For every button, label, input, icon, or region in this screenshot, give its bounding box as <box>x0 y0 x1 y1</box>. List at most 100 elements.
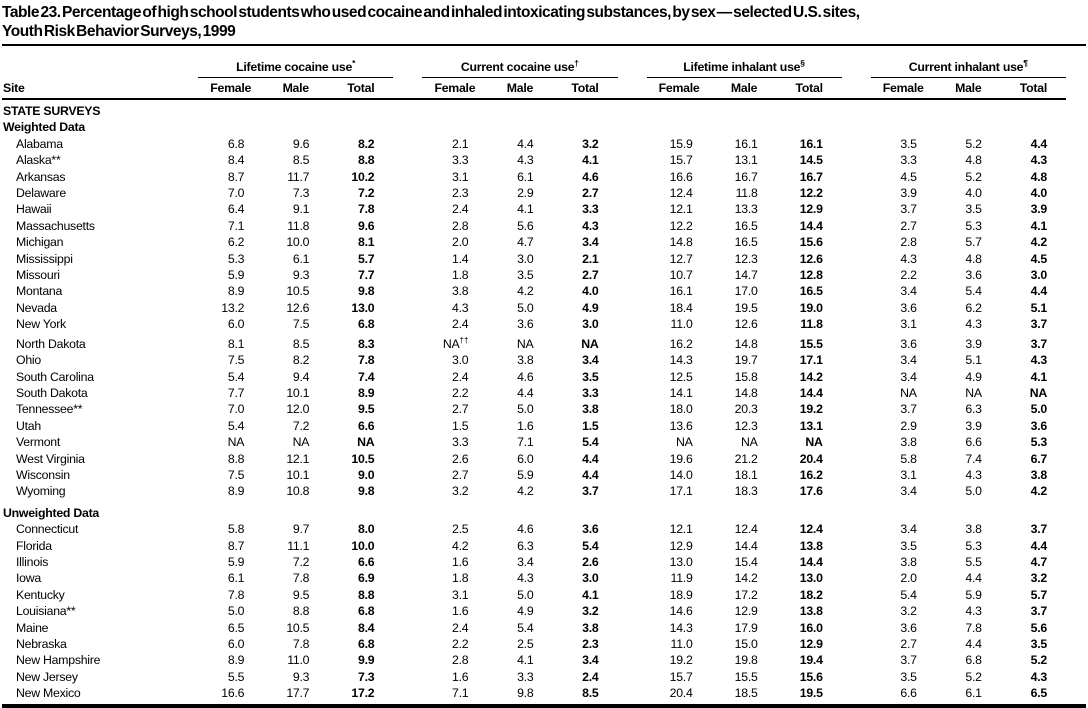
value-cell: 1.8 <box>452 267 469 282</box>
site-cell: Florida <box>16 538 52 553</box>
value-cell: 18.1 <box>734 467 758 482</box>
value-cell: 8.9 <box>227 653 245 668</box>
subsection-header-label: Weighted Data <box>3 120 85 135</box>
value-cell: 14.2 <box>799 369 823 384</box>
value-cell: 4.4 <box>965 637 982 651</box>
male-column-header: Male <box>935 77 1001 100</box>
value-cell: 12.6 <box>286 300 310 315</box>
value-cell: 4.4 <box>1030 284 1048 299</box>
group-spacer-cell <box>393 136 422 152</box>
value-cell: 5.2 <box>965 169 982 184</box>
value-cell: 1.6 <box>452 669 469 684</box>
value-cell: 3.7 <box>900 402 917 417</box>
value-cell: 13.3 <box>734 202 758 217</box>
value-cell: 11.8 <box>287 218 310 233</box>
group-spacer-cell <box>842 251 871 267</box>
value-cell: NA <box>227 435 245 450</box>
value-cell: 12.4 <box>734 522 758 537</box>
value-cell: 4.3 <box>517 153 534 168</box>
value-cell: 3.7 <box>1030 317 1048 332</box>
value-cell: 2.3 <box>452 185 469 200</box>
value-cell: 9.6 <box>292 136 310 151</box>
value-cell: 12.3 <box>734 418 758 433</box>
table-row: Nebraska 6.0 7.8 6.8 2.2 2.5 2.3 11.0 15.0 12.9 2.… <box>2 636 1066 652</box>
group-spacer-cell <box>393 669 422 685</box>
value-cell: 6.0 <box>227 317 245 332</box>
value-cell: 3.1 <box>900 467 917 482</box>
value-cell: 3.8 <box>900 554 917 569</box>
value-cell: 12.6 <box>734 317 758 332</box>
value-cell: 3.3 <box>452 435 469 450</box>
value-cell: 15.5 <box>799 336 823 351</box>
value-cell: 12.1 <box>669 522 693 537</box>
group-header-lifetime-cocaine: Lifetime cocaine use* <box>198 53 394 78</box>
group-spacer-cell <box>842 283 871 299</box>
table-bottom-rule <box>2 703 1086 708</box>
value-cell: 18.9 <box>669 587 693 602</box>
female-column-header: Female <box>422 77 488 100</box>
value-cell: 4.3 <box>965 467 982 482</box>
site-cell: Wyoming <box>16 484 66 499</box>
table-row: West Virginia 8.8 12.1 10.5 2.6 6.0 4.4 19.6 21.… <box>2 451 1066 467</box>
value-cell: 16.1 <box>799 136 823 151</box>
group-spacer-cell <box>618 136 647 152</box>
value-cell: 10.1 <box>286 467 310 482</box>
value-cell: 4.9 <box>582 300 599 315</box>
male-column-header: Male <box>263 77 329 100</box>
value-cell: 3.5 <box>900 136 917 151</box>
value-cell: 9.5 <box>292 587 310 602</box>
group-spacer-cell <box>618 451 647 467</box>
table-row: Massachusetts 7.1 11.8 9.6 2.8 5.6 4.3 12.2 16.5… <box>2 218 1066 234</box>
value-cell: 6.0 <box>227 637 245 651</box>
value-cell: 3.9 <box>965 418 982 433</box>
value-cell: 14.5 <box>799 153 823 168</box>
group-spacer-cell <box>618 169 647 185</box>
value-cell: 12.2 <box>669 218 693 233</box>
value-cell: 15.4 <box>734 554 758 569</box>
value-cell: 3.3 <box>582 202 599 217</box>
value-cell: 5.0 <box>227 604 245 619</box>
value-cell: 5.4 <box>227 418 245 433</box>
group-spacer-cell <box>393 333 422 353</box>
value-cell: 6.5 <box>1030 686 1048 701</box>
value-cell: 19.2 <box>669 653 693 668</box>
table-row: Iowa 6.1 7.8 6.9 1.8 4.3 3.0 11.9 14.2 13.0 2.0 4.4… <box>2 570 1066 586</box>
group-spacer-cell <box>393 267 422 283</box>
group-spacer-cell <box>393 652 422 668</box>
value-cell: 3.5 <box>517 267 534 282</box>
group-spacer-cell <box>393 603 422 619</box>
value-cell: 4.3 <box>965 604 982 619</box>
value-cell: 15.6 <box>799 235 823 250</box>
value-cell: 3.6 <box>1030 418 1048 433</box>
subsection-header-label: Unweighted Data <box>3 505 100 520</box>
group-spacer-cell <box>393 467 422 483</box>
table-row: Connecticut 5.8 9.7 8.0 2.5 4.6 3.6 12.1 12.4 12.… <box>2 521 1066 537</box>
value-cell: 8.8 <box>292 604 310 619</box>
value-cell: NA <box>357 435 375 450</box>
value-cell: 7.8 <box>227 587 245 602</box>
value-cell: 4.1 <box>582 587 599 602</box>
value-cell: 13.8 <box>799 604 823 619</box>
group-spacer-cell <box>842 201 871 217</box>
value-cell: 14.8 <box>734 336 758 351</box>
value-cell: 16.6 <box>669 169 693 184</box>
value-cell: 9.3 <box>292 669 310 684</box>
value-cell: 3.4 <box>900 353 917 368</box>
value-cell: 5.6 <box>517 218 534 233</box>
value-cell: 8.8 <box>227 451 245 466</box>
value-cell: 3.8 <box>582 620 599 635</box>
table-row: South Carolina 5.4 9.4 7.4 2.4 4.6 3.5 12.5 15.8… <box>2 369 1066 385</box>
value-cell: 2.4 <box>452 202 469 217</box>
value-cell: 6.7 <box>1030 451 1048 466</box>
value-cell: 3.4 <box>582 353 599 368</box>
value-cell: 2.4 <box>452 369 469 384</box>
table-row: New Hampshire 8.9 11.0 9.9 2.8 4.1 3.4 19.2 19.8… <box>2 652 1066 668</box>
value-cell: 6.8 <box>227 136 245 151</box>
value-cell: 6.6 <box>357 554 375 569</box>
value-cell: 9.4 <box>292 369 310 384</box>
value-cell: 3.2 <box>452 484 469 499</box>
value-cell: 16.5 <box>734 218 758 233</box>
site-cell: North Dakota <box>16 336 86 351</box>
value-cell: 3.1 <box>452 169 469 184</box>
value-cell: 4.7 <box>517 235 534 250</box>
